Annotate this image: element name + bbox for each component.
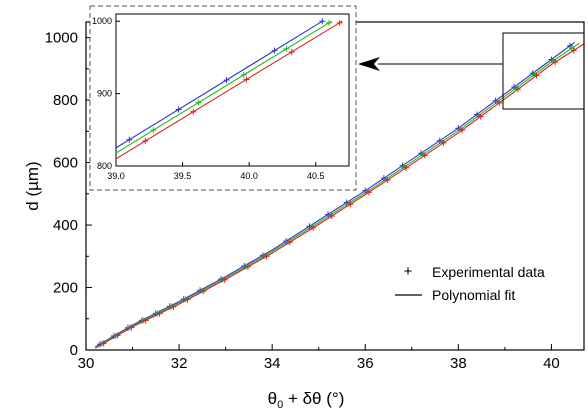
main-marker-2-20 (459, 127, 466, 134)
main-marker-2-3 (142, 317, 149, 324)
legend-marker-plus: + (404, 263, 413, 280)
main-marker-2-16 (384, 177, 391, 184)
x-axis-label-rest: + δθ (°) (283, 389, 344, 408)
inset-y-tick-label-0: 800 (97, 161, 112, 171)
inset-marker-2-2 (243, 76, 250, 83)
y-axis-ticks: 0 200 400 600 800 1000 (45, 30, 92, 359)
main-marker-2-1 (114, 332, 121, 339)
x-tick-label-3: 36 (357, 355, 374, 372)
inset-y-tick-label-2: 1000 (92, 16, 112, 26)
inset-data-markers (126, 18, 343, 144)
main-marker-2-10 (263, 253, 270, 260)
inset-marker-1-0 (150, 127, 157, 134)
main-marker-2-15 (365, 189, 372, 196)
main-marker-2-26 (570, 47, 577, 54)
x-tick-label-2: 34 (264, 355, 281, 372)
inset-marker-0-3 (271, 47, 278, 54)
x-axis-label-theta: θ (268, 389, 277, 408)
main-marker-2-19 (440, 139, 447, 146)
inset-marker-2-3 (288, 48, 295, 55)
inset-x-tick-label-0: 39.0 (107, 171, 125, 181)
y-tick-label-4: 800 (53, 92, 78, 109)
inset-marker-1-3 (283, 45, 290, 52)
zoom-arrow-head (358, 57, 380, 71)
inset-marker-0-1 (175, 106, 182, 113)
inset-y-tick-label-1: 900 (97, 89, 112, 99)
x-tick-label-5: 40 (543, 355, 560, 372)
inset-marker-0-4 (319, 18, 326, 25)
main-marker-2-2 (128, 324, 135, 331)
inset-fit-lines (115, 20, 343, 160)
y-axis-label: d (µm) (23, 161, 42, 210)
y-tick-label-5: 1000 (45, 30, 78, 47)
main-marker-2-25 (552, 59, 559, 66)
legend-label-experimental: Experimental data (432, 264, 545, 280)
x-axis-label: θ0 + δθ (°) (268, 389, 345, 411)
main-marker-2-4 (156, 310, 163, 317)
y-tick-label-1: 200 (53, 280, 78, 297)
main-data-markers (96, 42, 577, 348)
main-marker-2-21 (477, 113, 484, 120)
inset-x-tick-label-2: 40.0 (240, 171, 258, 181)
inset-marker-1-2 (240, 71, 247, 78)
inset-x-axis-ticks: 39.0 39.5 40.0 40.5 (107, 162, 324, 181)
main-marker-2-23 (514, 86, 521, 93)
x-tick-label-4: 38 (450, 355, 467, 372)
inset-marker-0-0 (126, 136, 133, 143)
main-marker-2-22 (496, 99, 503, 106)
inset-fit-line-1 (115, 20, 332, 154)
main-marker-2-14 (347, 201, 354, 208)
main-marker-2-13 (328, 213, 335, 220)
main-marker-2-7 (200, 288, 207, 295)
main-marker-2-5 (170, 303, 177, 310)
inset-plot-frame (115, 13, 350, 167)
y-tick-label-2: 400 (53, 217, 78, 234)
inset-marker-1-1 (195, 99, 202, 106)
inset-fit-line-2 (115, 20, 343, 160)
inset-y-axis-ticks: 800 900 1000 (92, 16, 120, 171)
main-marker-2-12 (310, 224, 317, 231)
y-tick-label-3: 600 (53, 155, 78, 172)
main-marker-2-6 (184, 296, 191, 303)
inset-x-tick-label-3: 40.5 (307, 171, 325, 181)
main-marker-2-9 (244, 263, 251, 270)
y-tick-label-0: 0 (70, 342, 78, 359)
x-tick-label-1: 32 (171, 355, 188, 372)
inset-marker-2-1 (190, 108, 197, 115)
main-marker-2-8 (221, 276, 228, 283)
x-axis-label-subscript: 0 (277, 399, 283, 411)
zoom-region-box (502, 32, 585, 110)
main-marker-2-11 (286, 239, 293, 246)
inset-fit-line-0 (115, 20, 323, 149)
legend: + Experimental data Polynomial fit (395, 263, 545, 303)
legend-label-fit: Polynomial fit (432, 287, 515, 303)
main-marker-2-18 (421, 152, 428, 159)
x-axis-ticks: 30 32 34 36 38 40 (78, 344, 560, 372)
inset-marker-0-2 (223, 77, 230, 84)
inset-marker-2-0 (142, 137, 149, 144)
main-marker-2-17 (403, 164, 410, 171)
inset-panel (89, 5, 357, 191)
main-marker-2-24 (533, 72, 540, 79)
inset-marker-1-4 (326, 19, 333, 26)
inset-marker-2-4 (336, 19, 343, 26)
inset-x-tick-label-1: 39.5 (174, 171, 192, 181)
main-marker-2-0 (100, 340, 107, 347)
x-tick-label-0: 30 (78, 355, 95, 372)
